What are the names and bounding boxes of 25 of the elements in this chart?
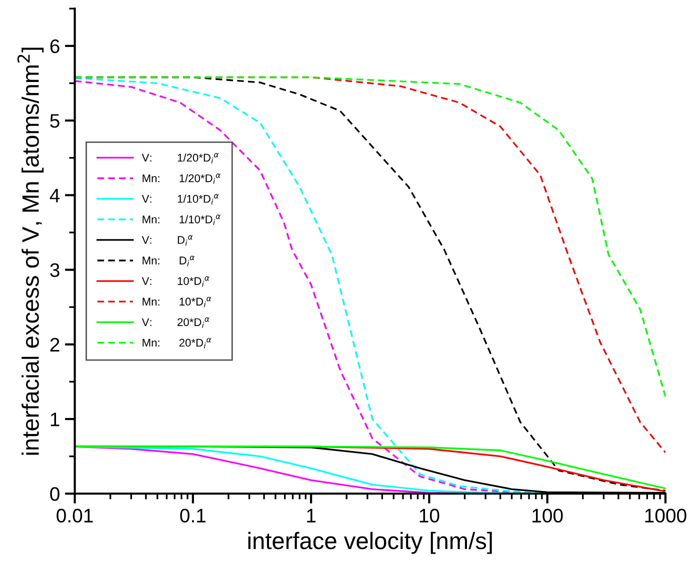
legend-label: V: D$_{i}$$^{α}$ (142, 235, 193, 246)
legend-label: Mn: 1/20*D$_{i}$$^{α}$ (142, 174, 221, 184)
x-axis-title: interface velocity [nm/s] (248, 532, 492, 554)
legend-label: V: 1/20*D$_{i}$$^{α}$ (142, 152, 219, 164)
x-tick-label: 100 (532, 508, 563, 523)
y-tick-label: 6 (50, 39, 60, 54)
x-tick-label: 0.01 (56, 508, 93, 523)
legend-label: V: 20*D$_{i}$$^{α}$ (142, 317, 210, 328)
legend-label: Mn: 1/10*D$_{i}$$^{α}$ (142, 214, 221, 226)
y-tick-label: 5 (50, 114, 60, 128)
legend-label: V: 1/10*D$_{i}$$^{α}$ (142, 194, 219, 204)
x-tick-label: 1 (307, 508, 316, 522)
y-tick-label: 0 (50, 487, 60, 501)
x-tick-label: 10 (420, 508, 440, 523)
y-tick-label: 1 (50, 412, 60, 426)
legend-label: Mn: 10*D$_{i}$$^{α}$ (142, 296, 212, 308)
y-tick-label: 4 (50, 188, 60, 202)
legend-label: Mn: 20*D$_{i}$$^{α}$ (142, 338, 212, 348)
x-tick-label: 0.1 (180, 508, 206, 523)
x-tick-label: 1000 (645, 508, 686, 523)
y-tick-label: 2 (50, 338, 60, 352)
legend-label: V: 10*D$_{i}$$^{α}$ (142, 276, 210, 287)
y-tick-label: 3 (50, 263, 60, 278)
legend-label: Mn: D$_{i}$$^{α}$ (142, 256, 195, 266)
y-axis-title: interfacial excess of V, Mn [atoms/nm$^{2}$] (17, 48, 44, 455)
